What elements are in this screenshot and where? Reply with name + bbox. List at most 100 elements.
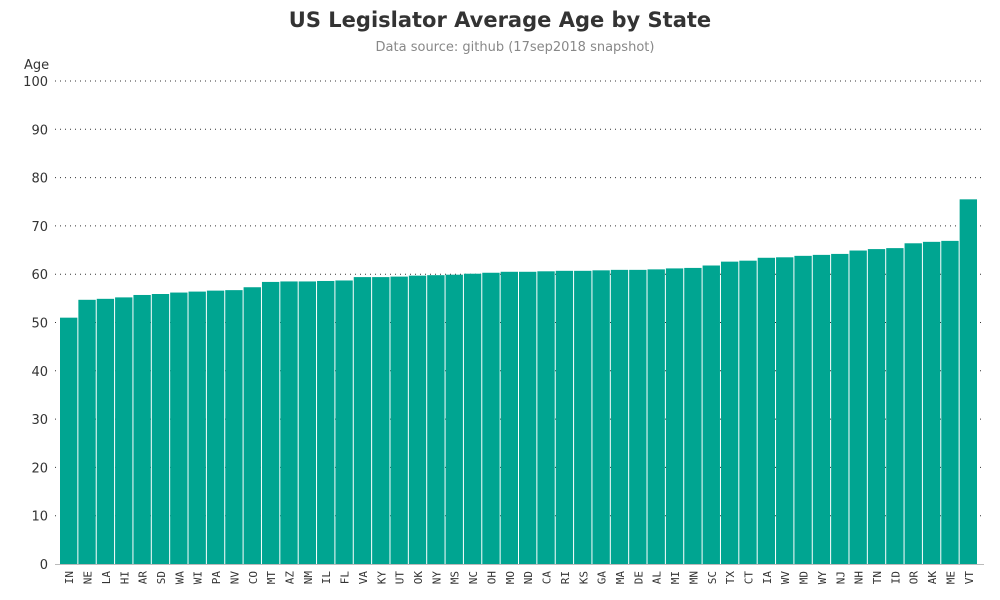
y-tick-label: 80 [31,172,48,187]
y-axis-label: Age [24,58,49,73]
bar-al [647,269,665,564]
bar-ms [445,274,463,564]
bar-ct [739,260,757,564]
x-tick-label: PA [210,571,223,585]
x-tick-label: ME [944,571,957,584]
x-tick-label: RI [559,571,572,584]
bar-wv [776,257,794,564]
x-tick-label: OK [412,571,425,585]
bar-ri [555,270,574,564]
bar-ne [78,299,96,564]
bar-nd [519,271,537,564]
y-tick-label: 0 [40,558,48,573]
x-tick-label: SD [155,571,168,584]
x-tick-label: CA [541,571,554,585]
x-tick-label: ND [522,571,535,584]
bar-ia [757,257,776,564]
y-tick-label: 30 [31,413,48,428]
bar-ar [133,294,151,564]
bar-ut [390,276,408,564]
bar-ak [922,241,941,565]
bar-hi [115,297,133,564]
x-tick-label: MN [687,571,700,584]
x-tick-label: TN [871,571,884,584]
chart-subtitle: Data source: github (17sep2018 snapshot) [375,40,655,55]
y-tick-label: 10 [31,510,48,525]
x-tick-label: VT [963,571,976,585]
bar-vt [959,199,977,564]
bar-me [941,240,959,565]
bar-ok [408,275,427,564]
x-tick-label: AR [137,571,150,585]
y-axis: 0 10 20 30 40 50 60 70 80 90 100 [23,75,48,573]
y-tick-label: 40 [31,365,48,380]
bar-nh [849,250,867,564]
x-tick-label: ID [889,571,902,584]
bar-mn [684,267,702,564]
x-axis: IN NE LA HI AR SD WA WI PA NV CO MT AZ NM IL FL VA KY UT OK… [55,564,984,585]
x-tick-label: WI [192,571,205,584]
bar-az [280,281,298,564]
bar-sc [702,265,720,564]
bar-ks [574,270,592,564]
bar-mo [500,271,518,564]
x-tick-label: IA [761,571,774,585]
bar-mi [665,268,684,564]
x-tick-label: NE [82,571,95,584]
x-tick-label: NH [853,571,866,584]
bars [60,199,977,565]
bar-id [886,248,904,565]
bar-ny [427,275,445,564]
bar-wa [170,292,188,564]
x-tick-label: NJ [834,571,847,584]
y-tick-label: 20 [31,461,48,476]
bar-il [317,280,335,564]
bar-fl [335,280,353,564]
bar-nj [831,253,849,564]
x-tick-label: NY [430,571,443,585]
x-tick-label: WY [816,571,829,585]
x-tick-label: FL [339,571,352,585]
x-tick-label: AL [651,571,664,585]
x-tick-label: AZ [284,571,297,585]
y-tick-label: 70 [31,220,48,235]
x-tick-label: NV [228,571,241,585]
bar-mt [261,281,280,564]
bar-de [629,269,647,564]
bar-wi [188,291,206,564]
x-tick-label: VA [357,571,370,585]
bar-wy [812,254,831,564]
x-tick-label: TX [724,571,737,585]
x-tick-label: NM [302,571,315,585]
bar-co [243,287,261,564]
bar-ky [372,277,390,564]
x-tick-label: MI [669,571,682,584]
x-tick-label: HI [118,571,131,584]
bar-in [60,317,78,564]
bar-oh [482,272,500,564]
bar-nc [463,273,482,564]
bar-tn [867,249,886,565]
x-tick-label: SC [706,571,719,584]
bar-or [904,243,922,564]
bar-ma [610,269,629,564]
x-tick-label: MD [798,571,811,584]
bar-ca [537,271,555,564]
x-tick-label: MS [449,571,462,584]
x-tick-label: IN [63,571,76,584]
bar-sd [151,294,170,564]
x-tick-label: OR [908,571,921,585]
bar-nm [298,281,317,564]
bar-tx [720,261,739,564]
bar-nv [225,290,243,564]
y-tick-label: 90 [31,123,48,138]
chart-title: US Legislator Average Age by State [288,8,712,32]
x-tick-label: MA [614,571,627,585]
bar-va [353,277,372,564]
bar-la [96,298,115,564]
x-tick-label: CO [247,571,260,584]
bar-ga [592,270,610,564]
x-tick-label: AK [926,571,939,585]
x-tick-label: NC [467,571,480,584]
